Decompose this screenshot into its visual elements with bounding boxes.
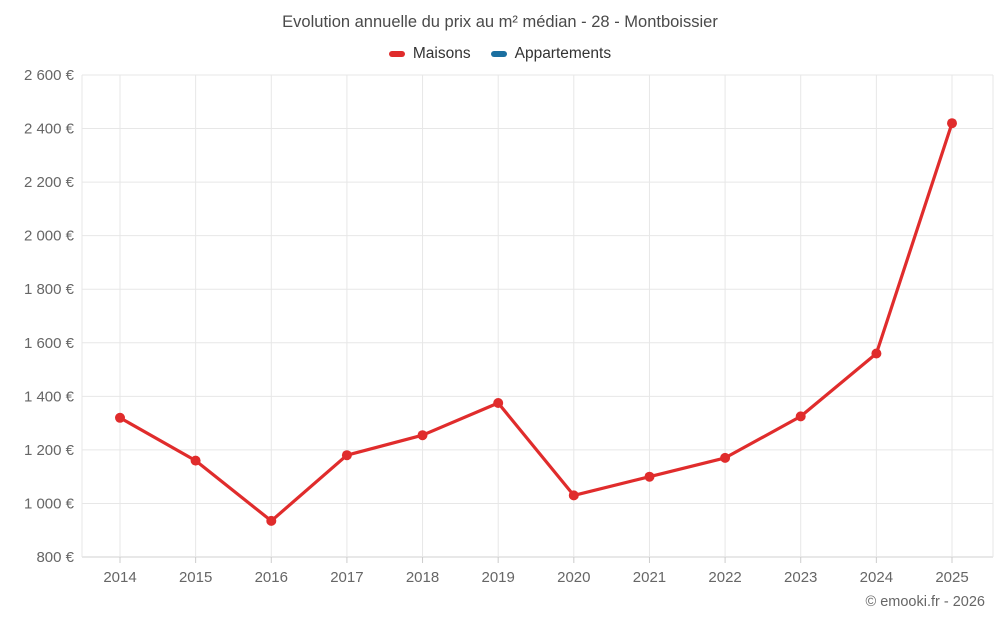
- x-axis-label-2021: 2021: [633, 569, 666, 586]
- x-axis-label-2014: 2014: [103, 569, 136, 586]
- chart-legend: Maisons Appartements: [0, 45, 1000, 63]
- data-point-maisons-2016[interactable]: [266, 515, 277, 526]
- legend-label-appartements: Appartements: [514, 45, 612, 62]
- x-axis-label-2018: 2018: [406, 569, 439, 586]
- x-axis-label-2020: 2020: [557, 569, 590, 586]
- maisons-series-swatch-icon: [388, 51, 405, 57]
- y-axis-label-1400: 1 400 €: [24, 388, 75, 405]
- legend-label-maisons: Maisons: [412, 45, 471, 62]
- data-point-maisons-2020[interactable]: [568, 490, 579, 501]
- data-point-maisons-2018[interactable]: [417, 430, 428, 441]
- data-point-maisons-2015[interactable]: [190, 455, 201, 466]
- appartements-series-swatch-icon: [490, 51, 507, 57]
- y-axis-label-1200: 1 200 €: [24, 442, 75, 459]
- data-point-maisons-2024[interactable]: [871, 348, 882, 359]
- y-axis-label-2600: 2 600 €: [24, 67, 75, 84]
- data-point-maisons-2021[interactable]: [644, 471, 655, 482]
- y-axis-label-2400: 2 400 €: [24, 121, 75, 138]
- data-point-maisons-2014[interactable]: [115, 412, 125, 423]
- x-axis-label-2019: 2019: [481, 569, 514, 586]
- data-point-maisons-2025[interactable]: [947, 118, 957, 129]
- chart-title: Evolution annuelle du prix au m² médian …: [282, 13, 718, 31]
- x-axis-label-2023: 2023: [784, 569, 817, 586]
- legend-item-appartements[interactable]: Appartements: [490, 45, 612, 63]
- data-point-maisons-2022[interactable]: [720, 452, 731, 463]
- data-point-maisons-2023[interactable]: [795, 411, 806, 422]
- x-axis-label-2017: 2017: [330, 569, 363, 586]
- x-axis-label-2025: 2025: [935, 569, 968, 586]
- y-axis-label-2200: 2 200 €: [24, 174, 75, 191]
- legend-item-maisons[interactable]: Maisons: [388, 45, 471, 63]
- y-axis-label-1000: 1 000 €: [24, 495, 75, 512]
- x-axis-label-2022: 2022: [708, 569, 741, 586]
- data-point-maisons-2017[interactable]: [341, 450, 352, 461]
- y-axis-label-2000: 2 000 €: [24, 228, 75, 245]
- footer-credit: © emooki.fr - 2026: [865, 594, 985, 610]
- data-point-maisons-2019[interactable]: [493, 398, 504, 408]
- x-axis-label-2024: 2024: [860, 569, 893, 586]
- x-axis-label-2015: 2015: [179, 569, 212, 586]
- y-axis-label-1800: 1 800 €: [24, 281, 75, 298]
- series-line-maisons: [118, 121, 954, 523]
- y-axis-label-800: 800 €: [36, 549, 74, 566]
- y-axis-label-1600: 1 600 €: [24, 335, 75, 352]
- x-axis-label-2016: 2016: [255, 569, 288, 586]
